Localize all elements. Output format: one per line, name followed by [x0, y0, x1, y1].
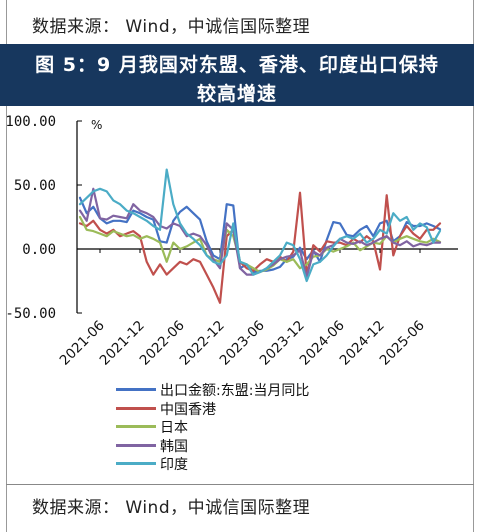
legend-swatch — [116, 406, 156, 410]
legend-label: 印度 — [160, 457, 188, 473]
source-note-top: 数据来源： Wind，中诚信国际整理 — [32, 17, 311, 37]
legend-swatch — [116, 443, 156, 447]
legend-swatch — [116, 425, 156, 428]
bottom-divider — [6, 484, 474, 485]
legend-label: 韩国 — [160, 438, 188, 455]
series-layer — [78, 168, 442, 304]
source-note-bottom: 数据来源： Wind，中诚信国际整理 — [32, 498, 311, 518]
y-tick-label: 100.00 — [5, 114, 56, 130]
series-line-5 — [78, 168, 442, 283]
legend-swatch — [116, 388, 156, 391]
figure-frame — [6, 0, 474, 532]
y-unit-label: % — [91, 118, 102, 132]
legend-label: 日本 — [160, 420, 188, 436]
legend-label: 出口金额:东盟:当月同比 — [160, 383, 310, 399]
legend-swatch — [116, 462, 156, 465]
figure-title-line-1: 图 5：9 月我国对东盟、香港、印度出口保持 — [35, 54, 439, 76]
y-tick-label: 50.00 — [14, 178, 56, 194]
legend-label: 中国香港 — [160, 401, 216, 418]
series-line-2 — [78, 191, 442, 304]
figure-title-bar: 图 5：9 月我国对东盟、香港、印度出口保持 较高增速 — [0, 44, 474, 106]
x-tick-label: 2025-06 — [377, 318, 428, 369]
figure-title-line-2: 较高增速 — [196, 83, 277, 105]
y-tick-label: 0.00 — [22, 242, 56, 258]
y-tick-label: -50.00 — [5, 306, 56, 322]
